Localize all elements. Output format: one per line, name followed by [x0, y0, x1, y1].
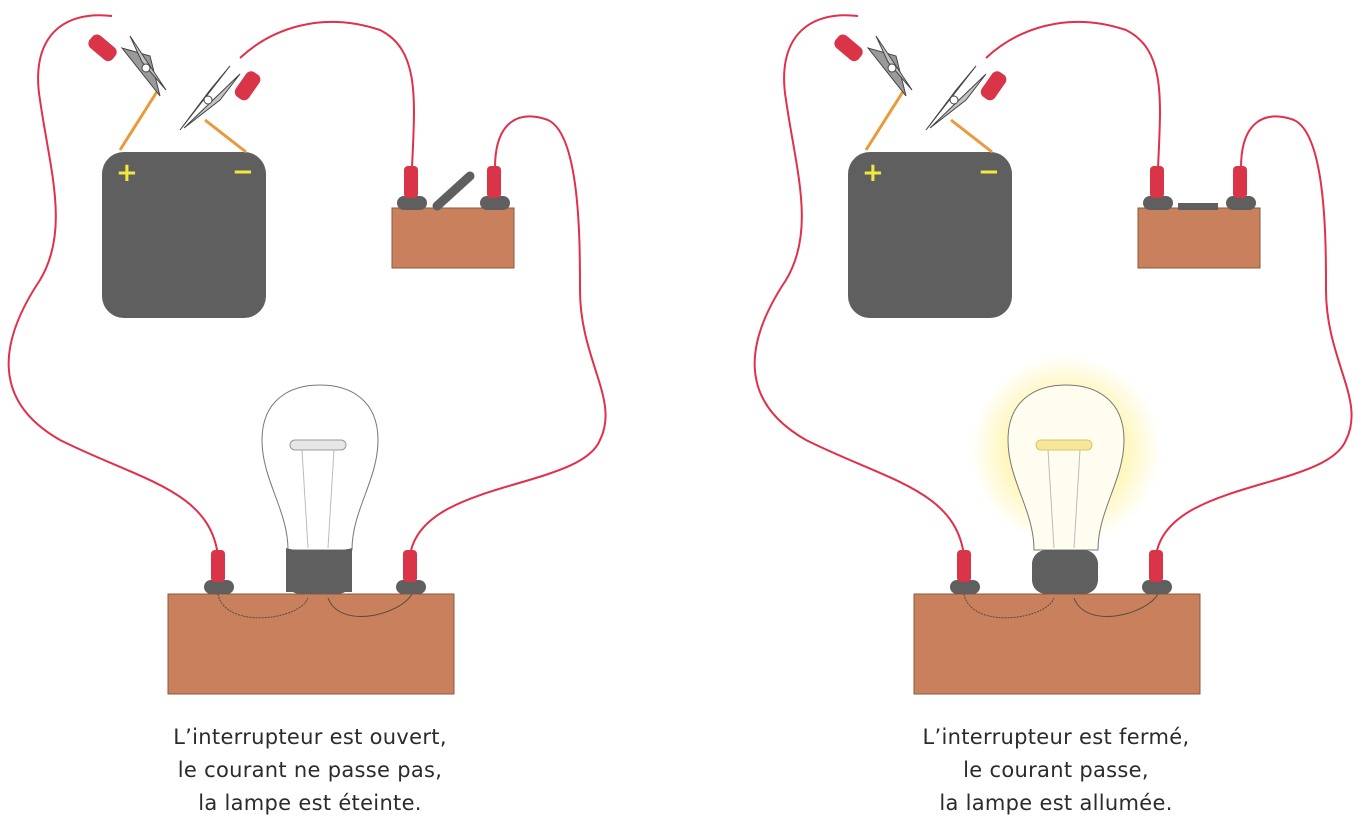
wire-battery-minus-to-switch — [985, 20, 1161, 169]
caption-line-2: le courant passe, — [963, 758, 1149, 782]
battery-plus-label: + — [862, 158, 884, 188]
lamp-board — [913, 550, 1201, 695]
caption-left: L’interrupteur est ouvert, le courant ne… — [173, 725, 447, 815]
battery-plus-label: + — [116, 158, 138, 188]
wire-battery-plus-to-lamp — [753, 14, 965, 557]
battery-minus-label: − — [978, 157, 1000, 187]
wire-battery-plus-to-lamp — [7, 14, 219, 557]
switch[interactable] — [1137, 166, 1261, 269]
switch[interactable] — [391, 166, 515, 269]
crocodile-clip-plus[interactable] — [832, 32, 913, 97]
lamp-on — [971, 355, 1161, 594]
battery-minus-label: − — [232, 157, 254, 187]
caption-line-3: la lampe est allumée. — [939, 791, 1172, 815]
crocodile-clip-minus[interactable] — [179, 65, 263, 131]
lamp-off — [261, 384, 379, 594]
crocodile-clip-plus[interactable] — [86, 32, 167, 97]
crocodile-clip-minus[interactable] — [925, 65, 1009, 131]
battery: + − — [102, 89, 266, 318]
switch-lever-open[interactable] — [432, 171, 475, 211]
caption-line-1: L’interrupteur est ouvert, — [173, 725, 447, 749]
switch-lever-closed[interactable] — [1178, 203, 1218, 210]
caption-line-3: la lampe est éteinte. — [198, 791, 422, 815]
circuit-closed: + − — [753, 14, 1353, 815]
lamp-board — [167, 550, 455, 695]
caption-line-1: L’interrupteur est fermé, — [923, 725, 1190, 749]
wire-switch-to-lamp — [409, 115, 607, 557]
circuit-open: + − — [7, 14, 607, 815]
battery: + − — [848, 89, 1012, 318]
caption-right: L’interrupteur est fermé, le courant pas… — [923, 725, 1190, 815]
wire-battery-minus-to-switch — [239, 20, 415, 169]
caption-line-2: le courant ne passe pas, — [178, 758, 442, 782]
wire-switch-to-lamp — [1155, 115, 1353, 557]
